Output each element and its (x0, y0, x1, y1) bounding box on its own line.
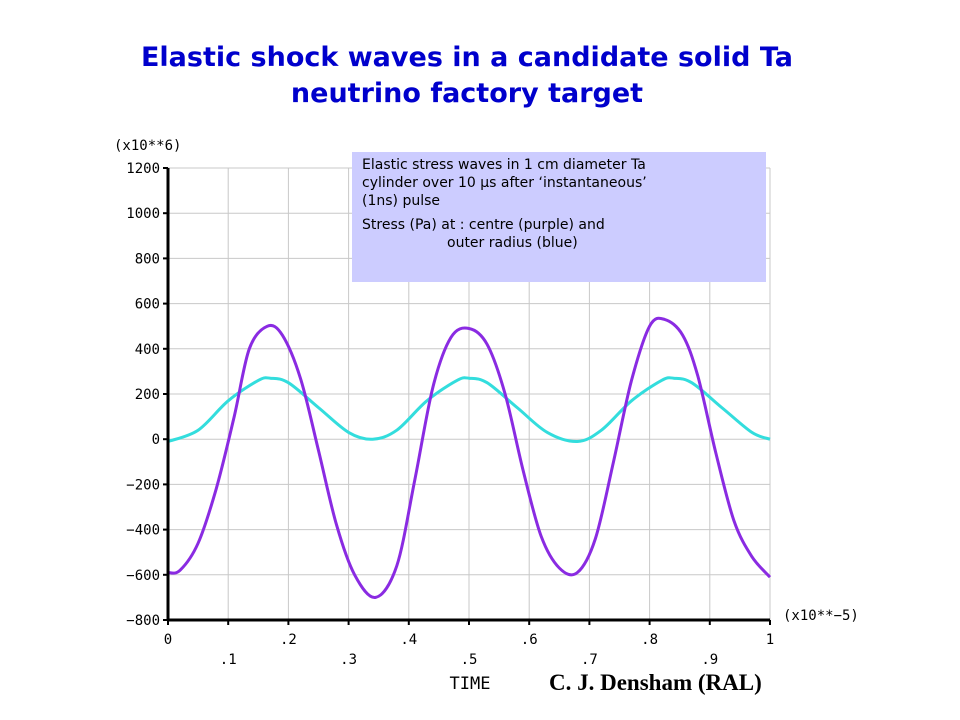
axis-labels: (x10**6) (x10**−5) TIME 1200100080060040… (114, 138, 859, 694)
x-multiplier-label: (x10**−5) (783, 608, 859, 624)
y-tick-label: 1000 (126, 206, 160, 222)
annotation-line-3: (1ns) pulse (362, 193, 441, 209)
annotation-box: Elastic stress waves in 1 cm diameter Ta… (352, 152, 766, 282)
annotation-line-5: outer radius (blue) (447, 235, 578, 251)
x-tick-label: .1 (220, 652, 237, 668)
y-tick-label: −600 (126, 568, 160, 584)
y-tick-label: 200 (135, 387, 160, 403)
x-tick-label: .3 (340, 652, 357, 668)
x-tick-label: .7 (581, 652, 598, 668)
x-tick-label: .4 (400, 632, 417, 648)
y-tick-label: 400 (135, 342, 160, 358)
x-tick-label: .6 (521, 632, 538, 648)
y-tick-label: 600 (135, 297, 160, 313)
annotation-line-1: Elastic stress waves in 1 cm diameter Ta (362, 157, 646, 173)
x-tick-label: .8 (641, 632, 658, 648)
y-tick-label: −800 (126, 613, 160, 629)
author-credit: C. J. Densham (RAL) (549, 670, 762, 695)
y-tick-label: 1200 (126, 161, 160, 177)
annotation-line-4: Stress (Pa) at : centre (purple) and (362, 217, 605, 233)
annotation-line-2: cylinder over 10 µs after ‘instantaneous… (362, 175, 647, 191)
y-tick-label: 0 (152, 432, 160, 448)
y-tick-label: 800 (135, 251, 160, 267)
y-tick-label: −400 (126, 523, 160, 539)
slide-title: Elastic shock waves in a candidate solid… (0, 40, 934, 112)
x-tick-label: .9 (701, 652, 718, 668)
y-multiplier-label: (x10**6) (114, 138, 181, 154)
x-tick-label: 0 (164, 632, 172, 648)
x-axis-title: TIME (450, 674, 491, 694)
slide-title-line-1: Elastic shock waves in a candidate solid… (140, 42, 793, 73)
series-line-0 (167, 316, 772, 599)
x-tick-label: .2 (280, 632, 297, 648)
series-lines (167, 316, 772, 599)
x-tick-label: .5 (461, 652, 478, 668)
x-tick-label: 1 (766, 632, 774, 648)
series-line-1 (167, 376, 771, 444)
y-tick-label: −200 (126, 477, 160, 493)
slide-title-line-2: neutrino factory target (290, 78, 644, 109)
axes (163, 167, 771, 625)
